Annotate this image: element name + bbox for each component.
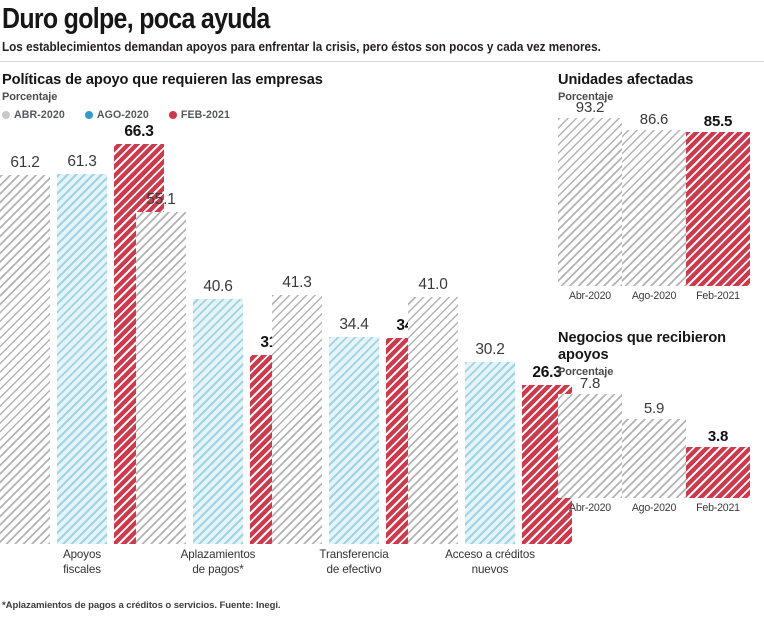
bar-value-label: 5.9 <box>643 400 665 417</box>
units-affected-category-label: Feb-2021 <box>696 290 740 302</box>
support-panel-heading: Negocios que recibieron apoyos Porcentaj… <box>558 330 758 378</box>
category-label-line: de efectivo <box>326 562 382 576</box>
support-panel-subtitle: Porcentaje <box>558 366 614 379</box>
bar-value-label: 3.8 <box>707 428 729 445</box>
units-panel-subtitle: Porcentaje <box>558 91 614 104</box>
category-label-4: Acceso a créditos nuevos <box>408 548 572 578</box>
legend-item-label: ABR-2020 <box>14 109 65 121</box>
bar-fill <box>408 297 458 544</box>
legend-item-abr-2020[interactable]: ABR-2020 <box>2 109 65 121</box>
bar-fill <box>465 362 515 544</box>
legend-item-label: AGO-2020 <box>96 109 149 121</box>
bar-fill <box>686 132 750 286</box>
category-label-1: Apoyos fiscales <box>0 548 164 578</box>
units-panel-heading: Unidades afectadas Porcentaje <box>558 72 764 103</box>
bar-value-label: 55.1 <box>146 191 176 208</box>
bar-fill <box>558 118 622 286</box>
support-received-bar-ago-2020[interactable]: 5.9 <box>622 400 686 498</box>
legend-dot-ago-icon <box>84 111 93 119</box>
bar-fill <box>136 212 186 544</box>
support-received-category-label: Ago-2020 <box>631 502 677 514</box>
main-panel-title: Políticas de apoyo que requieren las emp… <box>2 72 323 88</box>
support-received-category-labels: Abr-2020 Ago-2020 Feb-2021 <box>558 502 750 518</box>
bar-group-1: 61.2 61.3 66.3 Apoyos fiscales <box>0 123 164 576</box>
legend-item-ago-2020[interactable]: AGO-2020 <box>84 109 149 121</box>
bar-value-label: 41.0 <box>418 276 448 293</box>
bar-fill <box>329 337 379 544</box>
bar-fill <box>193 299 243 544</box>
category-label-line: Apoyos <box>62 548 102 561</box>
units-affected-bar-feb-2021[interactable]: 85.5 <box>686 113 750 286</box>
bar-value-label: 40.6 <box>203 278 233 295</box>
support-received-bar-feb-2021[interactable]: 3.8 <box>686 428 750 498</box>
units-affected-category-label: Ago-2020 <box>631 290 677 302</box>
support-received-category-label: Feb-2021 <box>696 502 740 514</box>
bar-fill <box>57 174 107 544</box>
page-subtitle: Los establecimientos demandan apoyos par… <box>2 40 601 55</box>
legend-item-feb-2021[interactable]: FEB-2021 <box>168 109 230 121</box>
units-affected-bar-abr-2020[interactable]: 93.2 <box>558 99 622 286</box>
legend-item-label: FEB-2021 <box>180 109 230 121</box>
category-label-line: Transferencia <box>319 548 389 561</box>
legend: ABR-2020 AGO-2020 FEB-2021 <box>2 109 230 121</box>
legend-dot-feb-icon <box>168 111 177 119</box>
bar-fill <box>622 130 686 286</box>
bar-value-label: 66.3 <box>124 123 154 140</box>
legend-dot-abr-icon <box>2 111 10 119</box>
bar-fill <box>558 394 622 498</box>
support-received-category-label: Abr-2020 <box>569 502 611 514</box>
bar-value-label: 30.2 <box>475 341 505 358</box>
category-label-line: nuevos <box>471 562 509 576</box>
bar-fill <box>686 447 750 498</box>
category-label-3: Transferencia de efectivo <box>272 548 436 578</box>
bar-fill <box>622 419 686 498</box>
units-affected-bar-ago-2020[interactable]: 86.6 <box>622 111 686 286</box>
bar-value-label: 7.8 <box>579 375 601 392</box>
support-received-bar-abr-2020[interactable]: 7.8 <box>558 375 622 498</box>
bar-value-label: 61.3 <box>67 153 97 170</box>
bar-abr-2020-2[interactable]: 55.1 <box>136 191 186 544</box>
bar-value-label: 26.3 <box>532 364 562 381</box>
units-affected-category-labels: Abr-2020 Ago-2020 Feb-2021 <box>558 290 750 306</box>
category-label-line: Acceso a créditos <box>445 548 535 561</box>
infographic-header: Duro golpe, poca ayuda Los establecimien… <box>0 0 764 55</box>
category-label-line: Aplazamientos <box>180 548 256 561</box>
bar-value-label: 86.6 <box>639 111 669 128</box>
bar-ago-2020-2[interactable]: 40.6 <box>193 278 243 544</box>
support-panel-title: Negocios que recibieron apoyos <box>558 330 727 364</box>
bar-value-label: 41.3 <box>282 274 312 291</box>
bar-value-label: 34.4 <box>339 316 369 333</box>
units-affected-category-label: Abr-2020 <box>569 290 611 302</box>
main-panel-subtitle: Porcentaje <box>2 91 58 104</box>
category-label-line: fiscales <box>63 562 101 576</box>
category-label-line: de pagos* <box>192 562 244 576</box>
main-grouped-bar-chart: 61.261.366.3Apoyosfiscales55.140.631.4Ap… <box>0 123 572 576</box>
bar-fill <box>272 295 322 544</box>
bar-group-4: 41.0 30.2 26.3 Acceso a créditos nuevos <box>408 124 572 576</box>
bar-abr-2020-4[interactable]: 41.0 <box>408 276 458 544</box>
units-panel-title: Unidades afectadas <box>558 72 694 88</box>
bar-abr-2020-3[interactable]: 41.3 <box>272 274 322 544</box>
main-panel-heading: Políticas de apoyo que requieren las emp… <box>2 72 422 103</box>
support-received-bar-chart: 7.8 5.9 3.8 <box>558 375 750 498</box>
category-label-2: Aplazamientos de pagos* <box>136 548 300 578</box>
bar-value-label: 61.2 <box>10 154 40 171</box>
source-footnote: *Aplazamientos de pagos a créditos o ser… <box>2 600 281 611</box>
bar-value-label: 85.5 <box>703 113 733 130</box>
bar-ago-2020-4[interactable]: 30.2 <box>465 341 515 544</box>
header-divider <box>0 61 764 62</box>
bar-ago-2020-1[interactable]: 61.3 <box>57 153 107 544</box>
page-title: Duro golpe, poca ayuda <box>2 3 270 35</box>
bar-fill <box>0 175 50 544</box>
bar-value-label: 93.2 <box>575 99 605 116</box>
bar-abr-2020-1[interactable]: 61.2 <box>0 154 50 544</box>
bar-ago-2020-3[interactable]: 34.4 <box>329 316 379 544</box>
units-affected-bar-chart: 93.2 86.6 85.5 <box>558 99 750 286</box>
